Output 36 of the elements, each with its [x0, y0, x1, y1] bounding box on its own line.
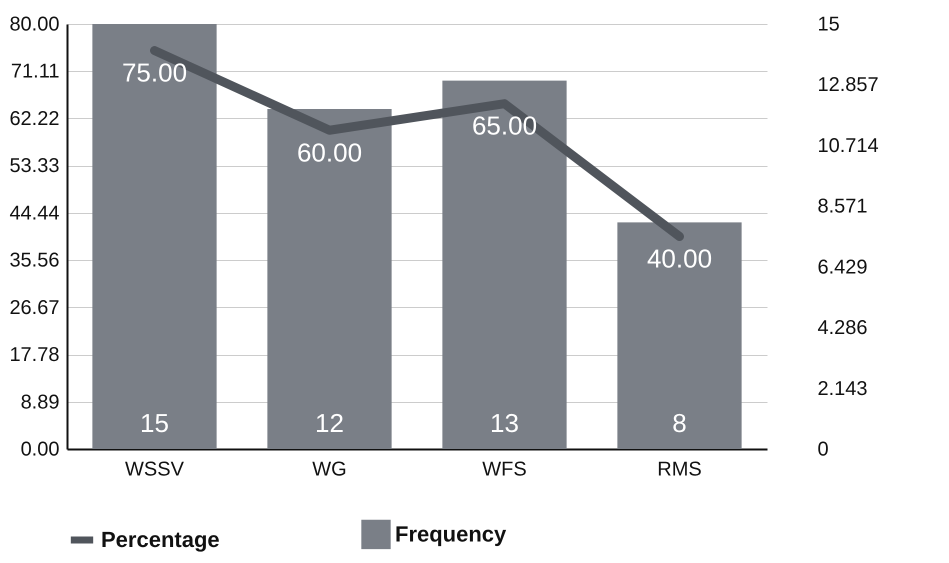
y2-tick-label: 8.571: [818, 196, 868, 218]
y2-tick-label: 12.857: [818, 74, 879, 96]
y-tick-label: 62.22: [9, 108, 60, 130]
data-label: 40.00: [646, 244, 712, 274]
y-tick-label: 0.00: [20, 438, 60, 460]
legend-label: Frequency: [395, 521, 508, 546]
y2-tick-label: 10.714: [818, 134, 879, 157]
x-tick-label: WFS: [482, 458, 527, 480]
y-tick-label: 71.11: [10, 60, 60, 83]
bar: [617, 222, 742, 449]
y-tick-label: 35.56: [9, 250, 60, 272]
data-label: 13: [490, 408, 519, 438]
y-tick-label: 8.89: [20, 391, 60, 414]
y2-tick-label: 15: [818, 14, 840, 36]
y2-tick-label: 0: [818, 438, 829, 460]
x-tick-label: WSSV: [125, 458, 185, 480]
y-tick-label: 80.00: [9, 14, 60, 36]
data-label: 60.00: [296, 137, 362, 168]
y2-tick-label: 6.429: [818, 256, 868, 278]
y-tick-label: 17.78: [9, 344, 60, 366]
bar: [442, 80, 567, 449]
x-tick-label: WG: [312, 458, 347, 480]
data-label: 75.00: [122, 58, 188, 88]
y2-tick-label: 4.286: [818, 317, 868, 340]
data-label: 65.00: [472, 110, 538, 141]
bar: [267, 109, 392, 449]
data-label: 12: [315, 408, 344, 438]
data-label: 15: [140, 408, 169, 438]
y-tick-label: 26.67: [9, 296, 60, 319]
bar: [92, 24, 217, 449]
x-tick-label: RMS: [657, 458, 702, 480]
legend-label: Percentage: [101, 527, 220, 552]
y-tick-label: 53.33: [9, 155, 60, 178]
y2-tick-label: 2.143: [818, 378, 868, 400]
data-label: 8: [672, 408, 687, 438]
y-tick-label: 44.44: [9, 202, 60, 224]
